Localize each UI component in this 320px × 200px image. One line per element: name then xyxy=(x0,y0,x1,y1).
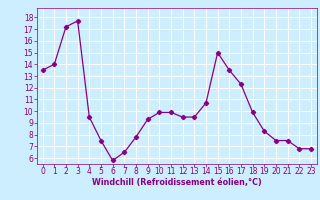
X-axis label: Windchill (Refroidissement éolien,°C): Windchill (Refroidissement éolien,°C) xyxy=(92,178,262,187)
